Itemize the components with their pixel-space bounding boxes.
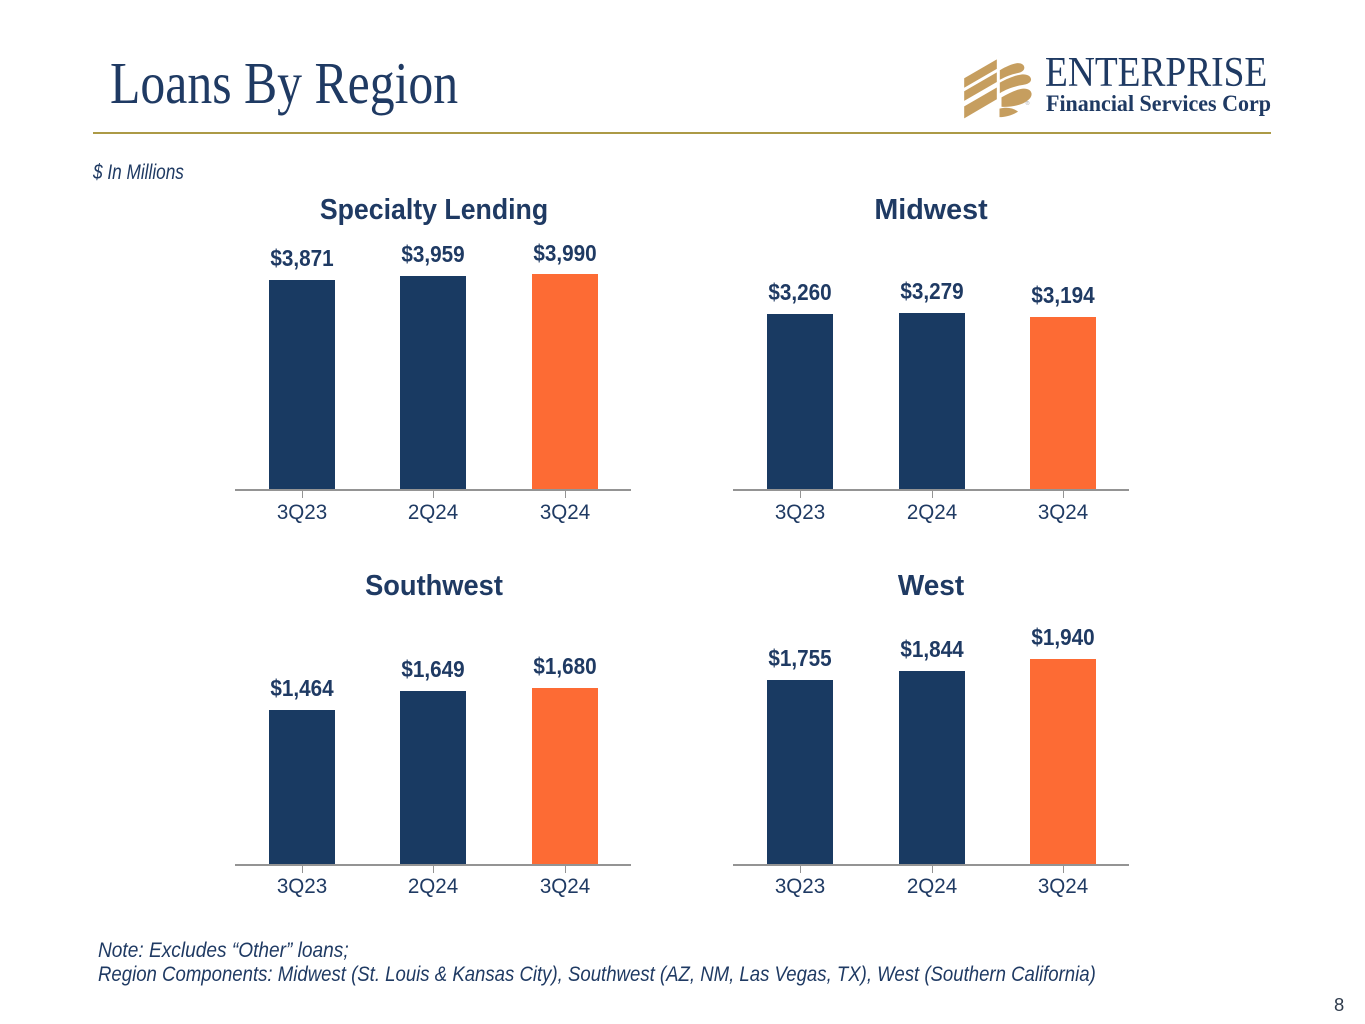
svg-text:®: ® (1026, 100, 1030, 107)
